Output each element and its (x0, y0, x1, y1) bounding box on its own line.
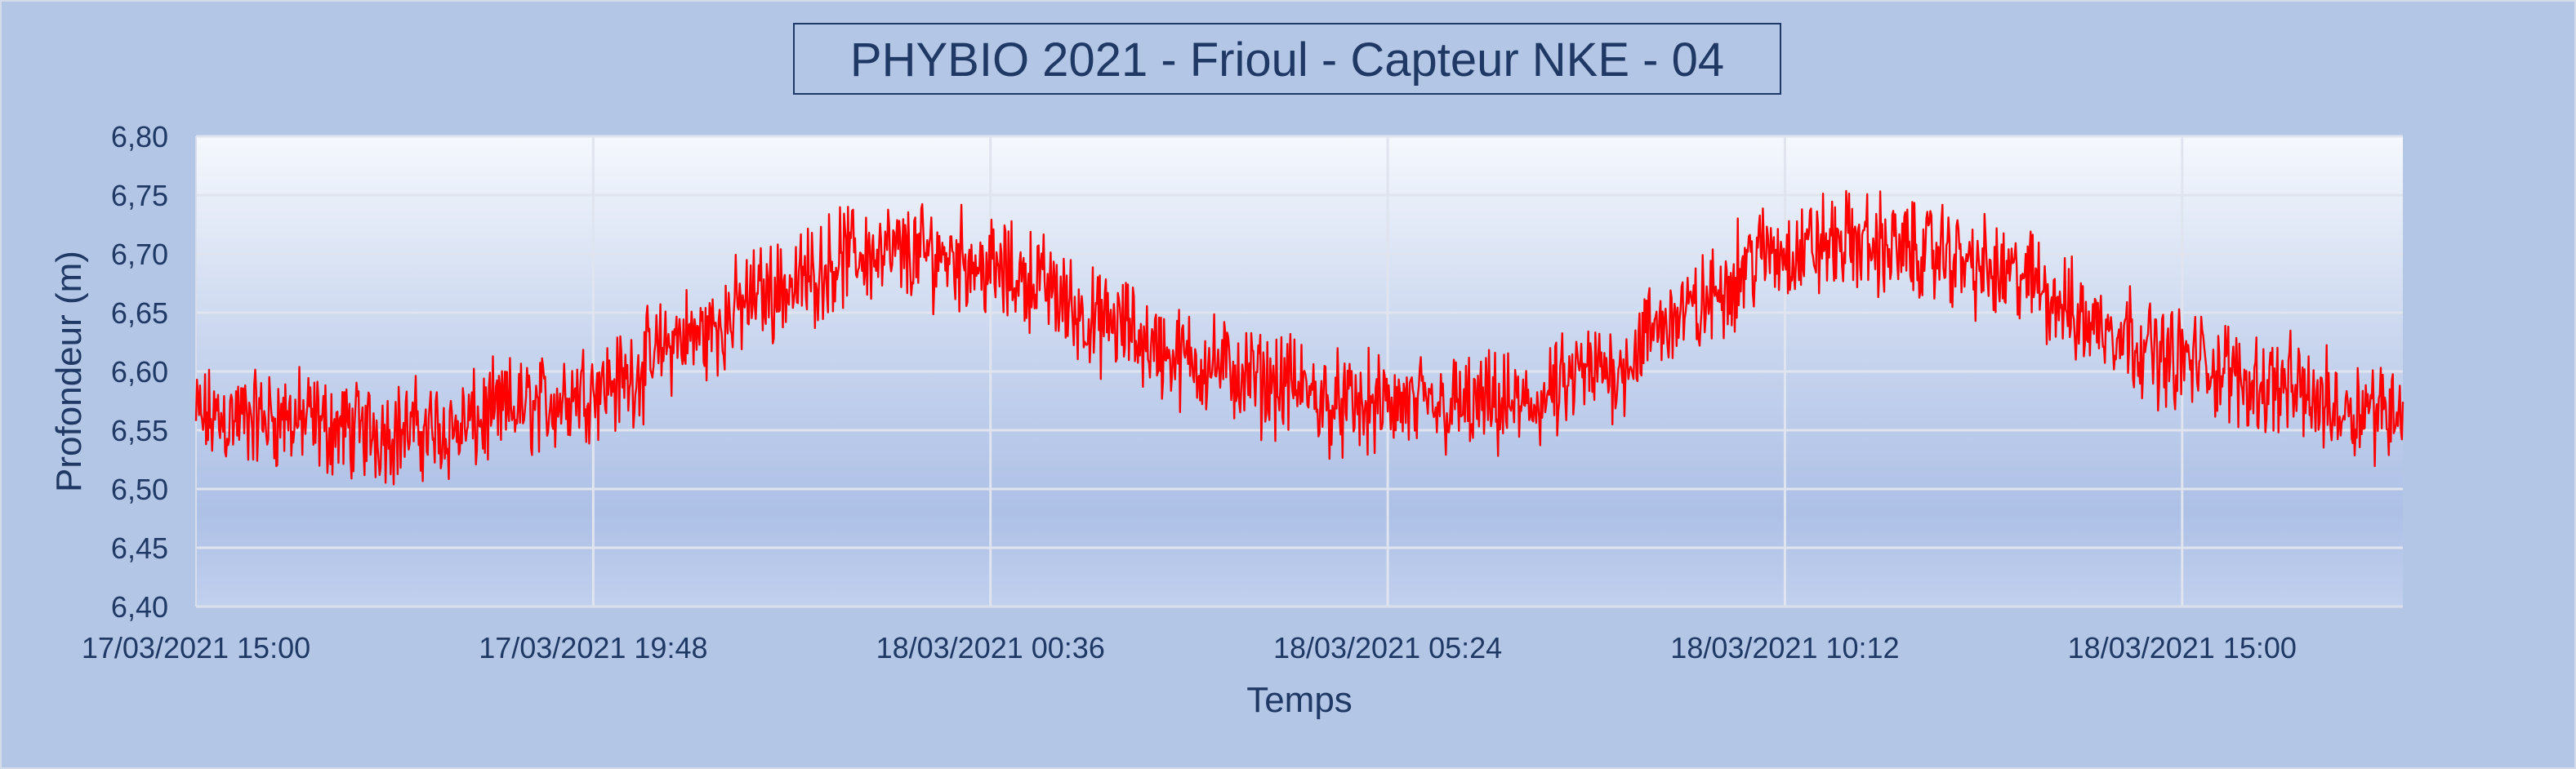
y-tick-label: 6,70 (111, 238, 168, 271)
y-tick-label: 6,60 (111, 355, 168, 389)
series-line (194, 189, 2404, 486)
y-tick-label: 6,50 (111, 473, 168, 506)
series-layer (194, 189, 2404, 486)
x-tick-label: 17/03/2021 15:00 (82, 631, 310, 665)
x-tick-label: 18/03/2021 05:24 (1273, 631, 1502, 665)
y-axis-ticks: 6,40 6,45 6,50 6,55 6,60 6,65 6,70 6,75 6,80 (111, 120, 168, 624)
y-tick-label: 6,45 (111, 531, 168, 565)
gridlines (195, 135, 2403, 608)
y-tick-label: 6,40 (111, 590, 168, 624)
chart-title-box (793, 23, 1781, 95)
y-tick-label: 6,65 (111, 296, 168, 330)
x-tick-label: 17/03/2021 19:48 (479, 631, 707, 665)
y-tick-label: 6,55 (111, 414, 168, 447)
y-axis-title: Profondeur (m) (49, 251, 89, 492)
x-tick-label: 18/03/2021 00:36 (876, 631, 1105, 665)
x-tick-label: 18/03/2021 15:00 (2068, 631, 2297, 665)
chart-title: PHYBIO 2021 - Frioul - Capteur NKE - 04 (850, 33, 1724, 87)
x-tick-label: 18/03/2021 10:12 (1670, 631, 1899, 665)
y-tick-label: 6,75 (111, 179, 168, 212)
x-axis-ticks: 17/03/2021 15:00 17/03/2021 19:48 18/03/20… (82, 631, 2297, 665)
y-tick-label: 6,80 (111, 120, 168, 153)
x-axis-title: Temps (1246, 680, 1353, 720)
